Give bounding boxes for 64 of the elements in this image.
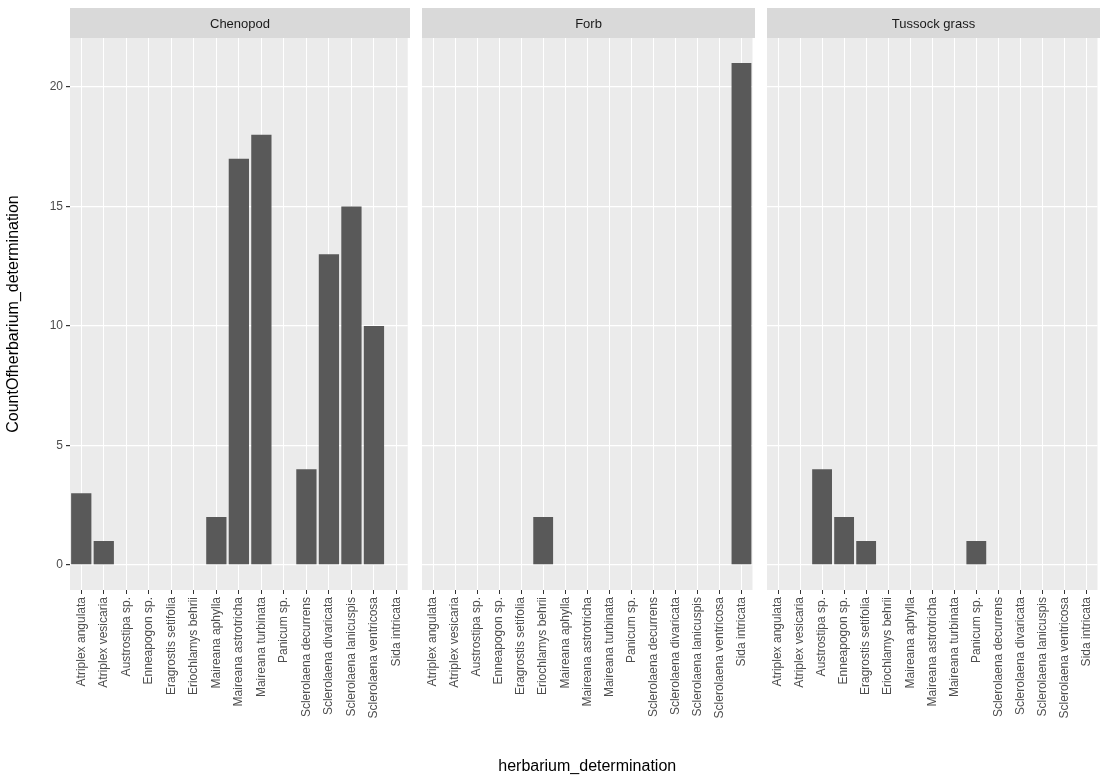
bar <box>318 254 340 565</box>
y-tick-label: 15 <box>49 198 64 213</box>
x-tick-label: Panicum sp. <box>276 597 291 664</box>
x-tick-label: Eragrostis setifolia <box>858 596 873 696</box>
x-tick-label: Sclerolaena lanicuspis <box>1034 597 1049 717</box>
bar <box>71 493 92 565</box>
x-tick-label: Sclerolaena decurrens <box>298 597 313 718</box>
chart-title: Forb <box>422 8 755 38</box>
x-tick-label: Sclerolaena ventricosa <box>366 596 381 719</box>
x-tick-label: Enneapogon sp. <box>141 597 156 685</box>
x-tick-label: Sclerolaena divaricata <box>667 596 682 716</box>
x-tick-label: Atriplex vesicaria <box>792 596 807 688</box>
bar <box>228 158 249 565</box>
x-tick-label: Maireana turbinata <box>946 596 961 698</box>
x-axis-title: herbarium_determination <box>498 756 677 775</box>
x-tick-label: Austrostipa sp. <box>814 597 829 677</box>
chart-title: Tussock grass <box>767 8 1100 38</box>
x-tick-label: Maireana astrotricha <box>924 596 939 707</box>
x-tick-label: Sclerolaena lanicuspis <box>343 597 358 717</box>
y-tick-label: 20 <box>49 79 64 94</box>
x-tick-label: Maireana astrotricha <box>579 596 594 707</box>
x-tick-label: Eriochlamys behrii <box>535 597 550 696</box>
x-tick-label: Panicum sp. <box>623 597 638 664</box>
x-tick-label: Austrostipa sp. <box>469 597 484 677</box>
y-axis-title: CountOfherbarium_determination <box>4 195 23 433</box>
x-tick-label: Panicum sp. <box>968 597 983 664</box>
x-tick-label: Sida intricata <box>733 596 748 667</box>
x-tick-label: Maireana aphylla <box>208 596 223 689</box>
bar <box>341 206 362 565</box>
x-tick-label: Sclerolaena ventricosa <box>711 596 726 719</box>
x-tick-label: Enneapogon sp. <box>491 597 506 685</box>
x-tick-label: Maireana turbinata <box>253 596 268 698</box>
bar <box>296 469 317 565</box>
x-tick-label: Atriplex angulata <box>73 596 88 687</box>
x-tick-label: Austrostipa sp. <box>118 597 133 677</box>
x-tick-label: Atriplex angulata <box>770 596 785 687</box>
x-tick-label: Atriplex vesicaria <box>447 596 462 688</box>
bar <box>363 325 385 565</box>
y-tick-label: 0 <box>56 557 64 572</box>
x-tick-label: Eriochlamys behrii <box>880 597 895 696</box>
x-tick-label: Maireana astrotricha <box>231 596 246 707</box>
x-tick-label: Atriplex vesicaria <box>96 596 111 688</box>
x-tick-label: Sclerolaena divaricata <box>321 596 336 716</box>
x-tick-label: Enneapogon sp. <box>836 597 851 685</box>
x-tick-label: Maireana turbinata <box>601 596 616 698</box>
chart-title: Chenopod <box>70 8 410 38</box>
y-tick-label: 5 <box>56 437 64 452</box>
x-tick-label: Eragrostis setifolia <box>513 596 528 696</box>
x-tick-label: Sclerolaena decurrens <box>645 597 660 718</box>
x-tick-label: Sclerolaena divaricata <box>1012 596 1027 716</box>
x-tick-label: Sida intricata <box>388 596 403 667</box>
x-tick-label: Sclerolaena lanicuspis <box>689 597 704 717</box>
bar <box>93 541 114 565</box>
y-tick-label: 10 <box>49 318 64 333</box>
bar <box>251 134 272 565</box>
x-tick-label: Eragrostis setifolia <box>163 596 178 696</box>
x-tick-label: Eriochlamys behrii <box>186 597 201 696</box>
x-tick-label: Maireana aphylla <box>902 596 917 689</box>
x-tick-label: Maireana aphylla <box>557 596 572 689</box>
x-tick-label: Atriplex angulata <box>425 596 440 687</box>
x-tick-label: Sclerolaena ventricosa <box>1056 596 1071 719</box>
bar <box>206 517 227 565</box>
x-tick-label: Sida intricata <box>1078 596 1093 667</box>
x-tick-label: Sclerolaena decurrens <box>990 597 1005 718</box>
